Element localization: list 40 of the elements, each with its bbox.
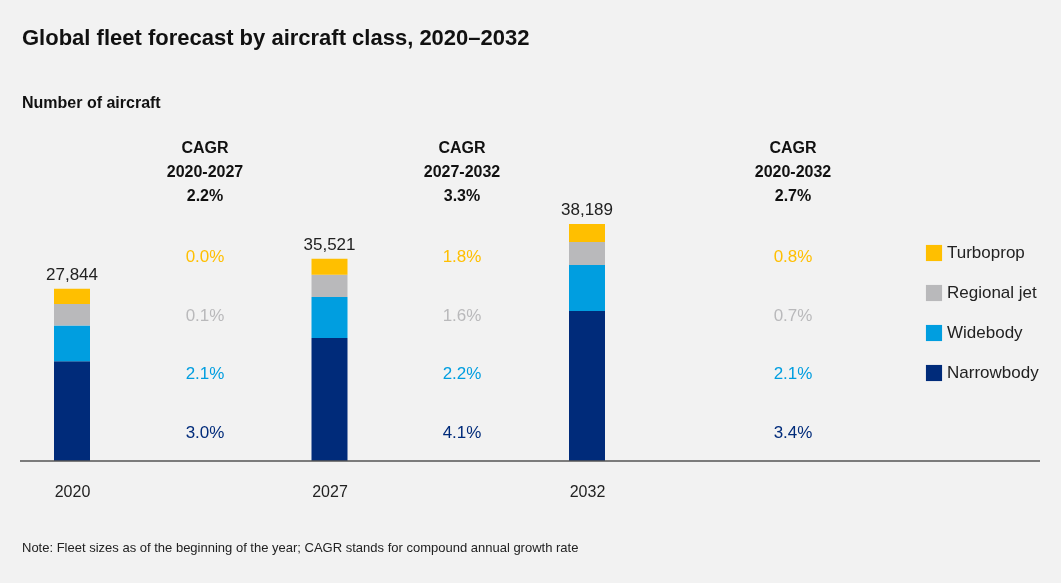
- annotation: 2.1%: [185, 364, 225, 383]
- bar: [54, 361, 90, 461]
- bar: [54, 325, 90, 362]
- bar: [311, 274, 348, 297]
- annotation: 38,189: [561, 200, 613, 219]
- text: Note: Fleet sizes as of the beginning of the year; CAGR stands for compound annual growth rate: [22, 540, 579, 555]
- bar: [569, 242, 605, 265]
- bar: [54, 304, 90, 326]
- legend-label: Turboprop: [947, 243, 1025, 262]
- text: 0.7%: [773, 306, 813, 325]
- bar: [54, 288, 90, 305]
- annotation: 35,521: [303, 234, 356, 254]
- bar: [311, 338, 348, 461]
- x-tick-label: 2020: [54, 482, 91, 500]
- text: CAGR 2020-2032 2.7%: [754, 139, 832, 204]
- bar: [569, 310, 605, 461]
- annotation: 4.1%: [442, 423, 482, 442]
- annotation: 2.2%: [442, 364, 482, 383]
- x-tick-label: 2027: [312, 482, 348, 500]
- bar: [311, 258, 348, 275]
- legend-label: Widebody: [947, 323, 1024, 342]
- text: 0.8%: [773, 247, 813, 266]
- text: CAGR 2020-2027 2.2%: [166, 139, 244, 204]
- annotation: 0.0%: [185, 247, 225, 266]
- text: 3.4%: [773, 423, 813, 442]
- bar: [569, 224, 605, 243]
- annotation: 1.8%: [442, 247, 482, 266]
- text: CAGR 2027-2032 3.3%: [423, 139, 501, 204]
- annotation: 3.0%: [185, 423, 225, 442]
- annotation: 1.6%: [442, 306, 482, 325]
- x-tick-label: 2032: [569, 482, 606, 500]
- bar: [569, 265, 605, 311]
- chart-title: Global fleet forecast by aircraft class, 2020–2032: [22, 25, 530, 50]
- text: 2.1%: [773, 364, 813, 383]
- annotation: 0.1%: [185, 306, 225, 325]
- annotation: 27,844: [46, 264, 98, 284]
- legend-label: Narrowbody: [947, 363, 1040, 382]
- chart-subtitle: Number of aircraft: [22, 94, 162, 111]
- legend-label: Regional jet: [947, 283, 1038, 302]
- bar: [311, 297, 348, 338]
